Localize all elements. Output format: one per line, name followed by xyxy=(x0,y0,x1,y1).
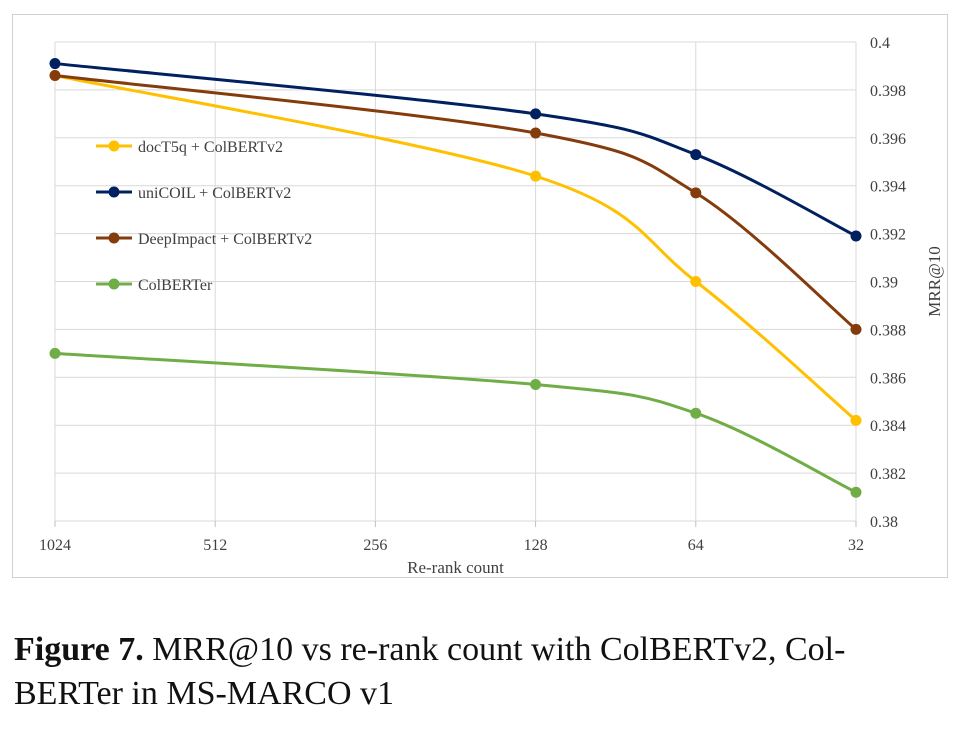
x-tick-label: 512 xyxy=(203,537,227,554)
x-tick-label: 128 xyxy=(524,537,548,554)
series-3 xyxy=(49,347,862,498)
chart: 0.38 0.382 0.384 0.386 0.388 0.39 0.392 0.394 0.… xyxy=(39,35,944,577)
data-point xyxy=(850,486,862,498)
legend-label: DeepImpact + ColBERTv2 xyxy=(138,231,312,248)
legend-swatch-marker xyxy=(108,232,120,244)
caption-text-line2: BERTer in MS-MARCO v1 xyxy=(14,675,394,712)
y-tick-label: 0.386 xyxy=(870,370,906,387)
data-point xyxy=(690,187,702,199)
data-point xyxy=(850,414,862,426)
data-point xyxy=(530,378,542,390)
data-point xyxy=(530,127,542,139)
data-point xyxy=(850,230,862,242)
legend-swatch-marker xyxy=(108,278,120,290)
y-tick-label: 0.382 xyxy=(870,466,906,483)
y-tick-label: 0.388 xyxy=(870,322,906,339)
y-tick-label: 0.392 xyxy=(870,227,906,244)
data-point xyxy=(690,407,702,419)
data-point xyxy=(850,323,862,335)
x-tick-label: 64 xyxy=(688,537,704,554)
series-2 xyxy=(49,70,862,335)
data-point xyxy=(49,70,61,82)
x-tick-label: 1024 xyxy=(39,537,71,554)
x-axis-title: Re-rank count xyxy=(407,558,504,577)
legend-item[interactable]: DeepImpact + ColBERTv2 xyxy=(96,231,312,248)
series-line xyxy=(53,351,858,494)
figure-caption: Figure 7. MRR@10 vs re-rank count with C… xyxy=(14,628,950,716)
y-tick-label: 0.398 xyxy=(870,83,906,100)
x-tick-label: 32 xyxy=(848,537,864,554)
data-point xyxy=(49,347,61,359)
y-tick-label: 0.4 xyxy=(870,35,890,52)
legend-item[interactable]: ColBERTer xyxy=(96,277,213,294)
data-point xyxy=(690,276,702,287)
data-point xyxy=(530,170,542,182)
caption-text-line1: MRR@10 vs re-rank count with ColBERTv2, … xyxy=(143,631,846,668)
y-tick-label: 0.394 xyxy=(870,179,906,196)
y-tick-label: 0.39 xyxy=(870,275,898,292)
y-tick-label: 0.396 xyxy=(870,131,906,148)
legend-item[interactable]: docT5q + ColBERTv2 xyxy=(96,139,283,156)
y-tick-label: 0.384 xyxy=(870,418,906,435)
data-point xyxy=(690,149,702,161)
y-axis-title: MRR@10 xyxy=(925,246,944,316)
legend-label: uniCOIL + ColBERTv2 xyxy=(138,185,291,202)
y-tick-label: 0.38 xyxy=(870,514,898,531)
legend-label: docT5q + ColBERTv2 xyxy=(138,139,283,156)
series-line xyxy=(53,74,858,422)
legend-swatch-marker xyxy=(108,140,120,152)
caption-label: Figure 7. xyxy=(14,631,144,668)
legend-label: ColBERTer xyxy=(138,277,213,294)
x-tick-label: 256 xyxy=(363,537,387,554)
series-1 xyxy=(49,58,862,242)
data-point xyxy=(530,108,542,120)
data-point xyxy=(49,58,61,70)
series-line xyxy=(53,74,858,331)
series-line xyxy=(53,62,858,238)
legend-swatch-marker xyxy=(108,186,120,198)
legend-item[interactable]: uniCOIL + ColBERTv2 xyxy=(96,185,291,202)
